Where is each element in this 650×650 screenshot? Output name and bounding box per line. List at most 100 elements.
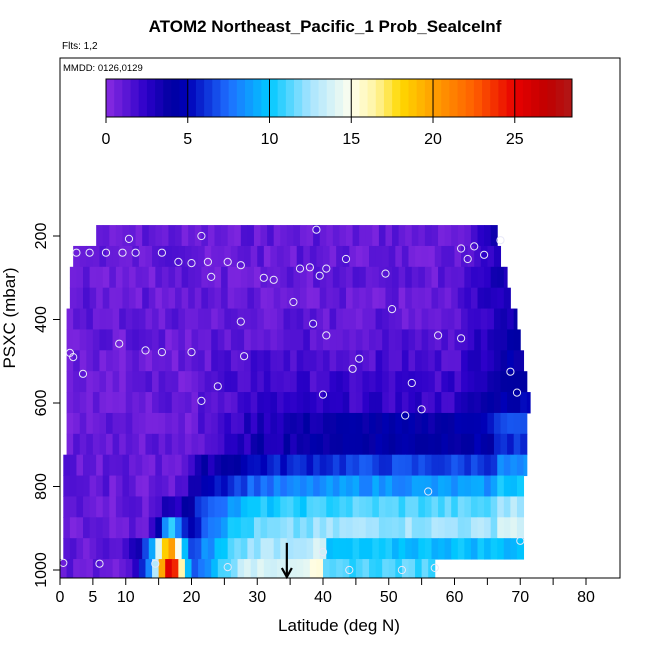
heat-cell: [303, 308, 311, 330]
heat-cell: [204, 412, 212, 435]
heat-cell: [63, 496, 71, 518]
heat-cell: [319, 454, 327, 477]
heat-cell: [155, 225, 163, 247]
heat-cell: [428, 433, 436, 456]
colorbar-segment: [514, 79, 524, 117]
heat-cell: [260, 517, 268, 539]
heat-cell: [470, 266, 479, 289]
heat-cell: [178, 412, 186, 435]
heat-cell: [434, 350, 442, 372]
heat-cell: [63, 475, 71, 497]
observation-point: [259, 273, 268, 282]
heat-cell: [507, 350, 515, 372]
heat-cell: [296, 559, 304, 578]
heat-cell: [115, 538, 123, 560]
heat-cell: [234, 475, 242, 497]
heat-cell: [349, 371, 357, 393]
heat-cell: [339, 538, 347, 560]
heat-cell: [388, 433, 396, 456]
heat-cell: [454, 371, 462, 393]
observation-point: [430, 563, 439, 573]
observation-point: [417, 405, 426, 414]
heat-cell: [395, 433, 403, 456]
heat-cell: [276, 371, 285, 393]
heat-cell: [388, 308, 396, 330]
heat-cell: [467, 329, 475, 351]
heat-cell: [175, 454, 183, 477]
heat-cell: [217, 350, 225, 372]
heat-cell: [362, 392, 370, 414]
heat-cell: [132, 392, 140, 414]
heat-cell: [464, 517, 472, 539]
heat-cell: [96, 287, 104, 310]
heat-cell: [247, 517, 255, 539]
heat-cell: [158, 559, 166, 578]
heat-cell: [99, 392, 107, 414]
heat-cell: [309, 350, 317, 372]
heat-cell: [375, 433, 383, 456]
heat-cell: [224, 371, 232, 393]
heat-cell: [165, 329, 173, 351]
heat-cell: [181, 287, 189, 310]
heat-cell: [73, 371, 81, 393]
heat-cell: [382, 392, 390, 414]
heat-cell: [184, 245, 192, 268]
heat-cell: [244, 329, 252, 351]
heat-cell: [454, 433, 462, 456]
heat-cell: [303, 433, 311, 456]
heat-cell: [214, 517, 222, 539]
heat-cell: [119, 329, 127, 351]
heat-cell: [382, 308, 390, 330]
heat-cell: [418, 266, 426, 289]
heat-cell: [240, 538, 248, 560]
observation-point: [141, 346, 150, 355]
colorbar-segment: [326, 79, 336, 117]
heat-cell: [316, 412, 324, 435]
heat-cell: [447, 350, 455, 372]
heat-cell: [171, 433, 179, 456]
heat-cell: [293, 517, 301, 539]
heat-cell: [109, 475, 117, 497]
heat-cell: [339, 475, 347, 497]
heat-cell: [217, 412, 225, 435]
heat-cell: [66, 392, 74, 414]
heat-cell: [191, 559, 199, 578]
heat-cell: [375, 350, 383, 372]
heat-cell: [152, 329, 160, 351]
heat-cell: [332, 538, 340, 560]
heat-cell: [109, 454, 117, 477]
heat-cell: [227, 538, 235, 560]
heat-cell: [89, 287, 97, 310]
heat-cell: [520, 392, 528, 414]
heat-cell: [405, 496, 413, 518]
heat-cell: [253, 496, 262, 518]
heat-cell: [388, 371, 396, 393]
heat-cell: [352, 287, 360, 310]
heat-cell: [493, 329, 502, 351]
heat-cell: [142, 287, 150, 310]
heat-cell: [221, 225, 229, 247]
heat-cell: [276, 412, 285, 435]
heat-cell: [99, 559, 107, 578]
heat-cell: [138, 392, 146, 414]
heat-cell: [428, 308, 436, 330]
heat-cell: [431, 266, 439, 289]
observation-point: [213, 382, 222, 391]
heat-cell: [401, 412, 409, 435]
heat-cell: [102, 454, 110, 477]
heat-cell: [299, 517, 308, 539]
observation-point: [463, 254, 472, 264]
heat-cell: [424, 287, 432, 310]
heat-cell: [477, 287, 485, 310]
observation-point: [115, 339, 124, 348]
heat-cell: [211, 245, 219, 268]
colorbar: 0 5 10 15 20 25: [102, 78, 573, 148]
heat-cell: [178, 329, 186, 351]
heat-cell: [92, 433, 100, 456]
heat-cell: [493, 371, 502, 393]
heat-cell: [464, 454, 472, 477]
heat-cell: [158, 350, 166, 372]
heat-cell: [365, 454, 373, 477]
heat-cell: [148, 225, 156, 247]
heat-cell: [306, 454, 314, 477]
